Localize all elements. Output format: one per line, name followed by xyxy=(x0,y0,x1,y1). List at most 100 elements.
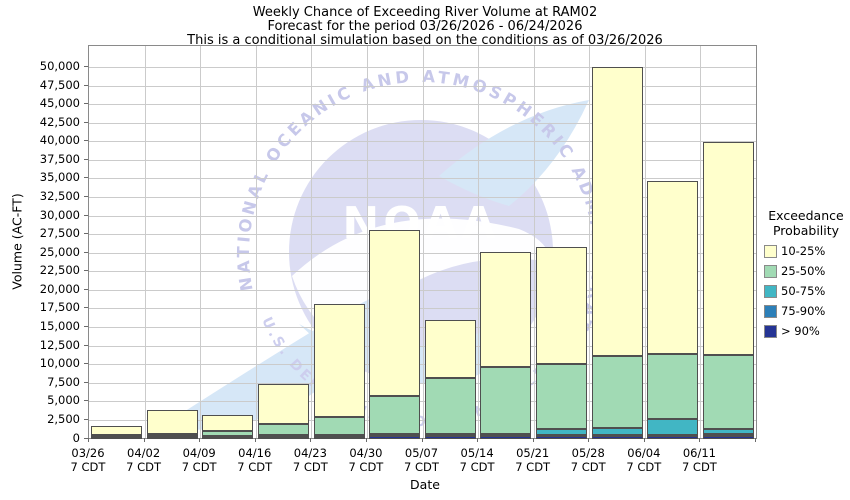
bar-05/28 xyxy=(591,46,643,439)
x-tick-mark xyxy=(310,438,312,442)
y-tick-mark xyxy=(84,307,88,309)
y-tick-mark xyxy=(84,140,88,142)
x-axis-title: Date xyxy=(410,477,440,492)
y-tick-label: 35,000 xyxy=(39,170,80,185)
x-tick-mark xyxy=(199,438,201,442)
x-tick-date: 05/14 xyxy=(460,446,494,460)
x-tick-date: 03/26 xyxy=(71,446,105,460)
bar-segment-> 90% xyxy=(591,436,643,439)
legend-swatch xyxy=(764,324,777,338)
legend-label: 25-50% xyxy=(781,264,826,278)
x-tick-date: 04/30 xyxy=(349,446,383,460)
x-tick-mark xyxy=(365,438,367,442)
x-tick-label: 03/26 7 CDT xyxy=(58,446,118,474)
gridline-vertical xyxy=(255,46,257,438)
x-tick-date: 06/11 xyxy=(682,446,716,460)
y-tick-mark xyxy=(84,288,88,290)
x-tick-time: 7 CDT xyxy=(70,460,106,474)
bar-segment-> 90% xyxy=(202,436,254,439)
y-tick-mark xyxy=(84,158,88,160)
bar-segment-50-75% xyxy=(702,429,754,435)
bar-segment-25-50% xyxy=(258,423,310,436)
bar-04/16 xyxy=(258,46,310,439)
x-tick-date: 04/09 xyxy=(182,446,216,460)
x-tick-label: 04/02 7 CDT xyxy=(114,446,174,474)
bar-segment-> 90% xyxy=(313,436,365,439)
legend-title-line1: Exceedance xyxy=(768,208,844,223)
bar-04/23 xyxy=(313,46,365,439)
x-tick-label: 05/28 7 CDT xyxy=(558,446,618,474)
x-tick-time: 7 CDT xyxy=(292,460,328,474)
bar-segment-10-25% xyxy=(591,67,643,357)
bar-segment-25-50% xyxy=(369,396,421,435)
bar-segment-25-50% xyxy=(146,433,198,436)
bar-segment-10-25% xyxy=(535,246,587,364)
legend-entry: > 90% xyxy=(764,324,850,338)
y-tick-label: 32,500 xyxy=(39,189,80,204)
y-tick-mark xyxy=(84,344,88,346)
y-tick-mark xyxy=(84,196,88,198)
x-tick-date: 05/07 xyxy=(404,446,439,460)
bar-segment-25-50% xyxy=(647,353,699,420)
y-tick-label: 5,000 xyxy=(47,393,80,408)
chart-subtitle: Forecast for the period 03/26/2026 - 06/… xyxy=(267,19,583,34)
chart-subtitle2: This is a conditional simulation based o… xyxy=(187,33,663,48)
x-tick-label: 06/04 7 CDT xyxy=(614,446,674,474)
x-tick-label: 05/07 7 CDT xyxy=(392,446,452,474)
y-tick-label: 10,000 xyxy=(39,356,80,371)
bar-segment-10-25% xyxy=(702,142,754,356)
bar-segment-25-50% xyxy=(424,378,476,435)
bar-03/26 xyxy=(91,46,143,439)
x-tick-time: 7 CDT xyxy=(681,460,717,474)
y-tick-label: 25,000 xyxy=(39,244,80,259)
legend-swatch xyxy=(764,284,777,298)
y-tick-mark xyxy=(84,251,88,253)
y-tick-label: 47,500 xyxy=(39,77,80,92)
legend-swatch xyxy=(764,304,777,318)
gridline-vertical xyxy=(478,46,480,438)
y-tick-mark xyxy=(84,437,88,439)
bar-06/04 xyxy=(647,46,699,439)
y-tick-mark xyxy=(84,400,88,402)
legend-label: 75-90% xyxy=(781,304,826,318)
x-tick-mark xyxy=(699,438,701,442)
y-tick-mark xyxy=(84,233,88,235)
x-tick-date: 04/02 xyxy=(127,446,161,460)
y-tick-label: 17,500 xyxy=(39,300,80,315)
y-tick-mark xyxy=(84,84,88,86)
x-tick-label: 04/16 7 CDT xyxy=(225,446,285,474)
x-tick-time: 7 CDT xyxy=(626,460,662,474)
gridline-vertical xyxy=(200,46,202,438)
y-tick-label: 50,000 xyxy=(39,59,80,73)
x-tick-label: 04/09 7 CDT xyxy=(169,446,229,474)
bar-segment-> 90% xyxy=(369,436,421,439)
legend-label: 10-25% xyxy=(781,244,826,258)
bar-segment-10-25% xyxy=(480,252,532,368)
chart-title: Weekly Chance of Exceeding River Volume … xyxy=(252,5,598,20)
bar-segment-25-50% xyxy=(535,363,587,430)
y-tick-label: 20,000 xyxy=(39,281,80,296)
legend-swatch xyxy=(764,244,777,258)
y-tick-mark xyxy=(84,103,88,105)
legend-entry: 50-75% xyxy=(764,284,850,298)
x-tick-mark xyxy=(88,438,89,442)
x-tick-time: 7 CDT xyxy=(126,460,162,474)
bar-segment-> 90% xyxy=(535,436,587,439)
y-tick-label: 0 xyxy=(72,430,80,445)
gridline-vertical xyxy=(644,46,646,438)
gridline-vertical xyxy=(700,46,702,438)
x-tick-label: 04/23 7 CDT xyxy=(280,446,340,474)
x-tick-date: 05/28 xyxy=(571,446,605,460)
gridline-vertical xyxy=(144,46,146,438)
x-tick-time: 7 CDT xyxy=(404,460,439,474)
x-tick-mark xyxy=(143,438,145,442)
x-tick-label: 06/11 7 CDT xyxy=(669,446,729,474)
y-tick-label: 22,500 xyxy=(39,263,80,278)
plot-area: NOAA NATIONAL OCEANIC AND ATMOSPHERIC AD… xyxy=(88,45,757,439)
x-tick-mark xyxy=(477,438,479,442)
bar-segment-25-50% xyxy=(591,356,643,429)
y-tick-mark xyxy=(84,381,88,383)
x-tick-date: 06/04 xyxy=(627,446,661,460)
bar-segment-10-25% xyxy=(258,383,310,424)
